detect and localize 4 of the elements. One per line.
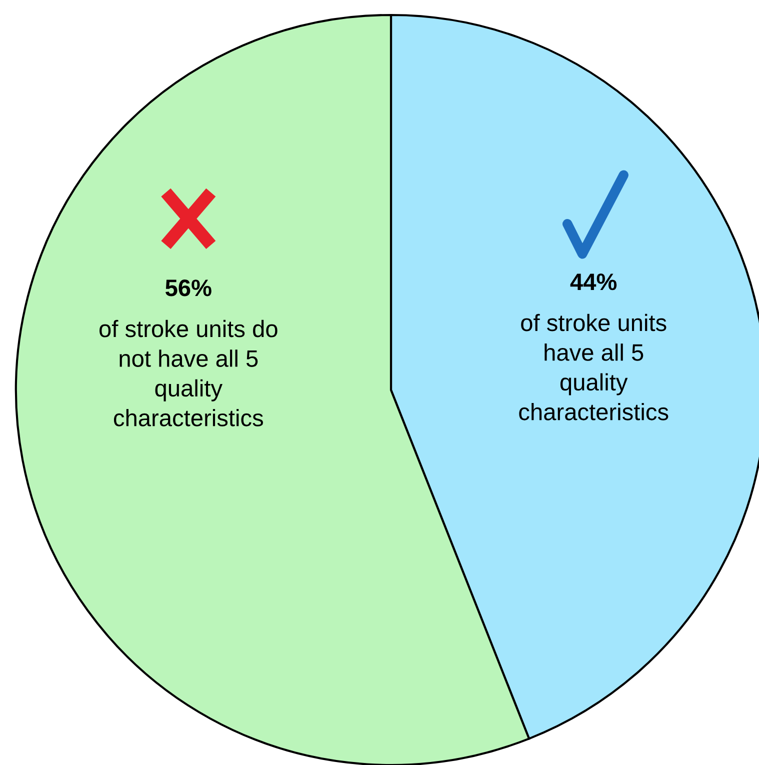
data-label: 44% [570,274,617,290]
slice-label: of stroke units do not have all 5 quality characteristics [100,320,278,426]
data-label: 56% [166,280,212,296]
slice-label: of stroke units have all 5 quality characteristics [519,314,668,420]
